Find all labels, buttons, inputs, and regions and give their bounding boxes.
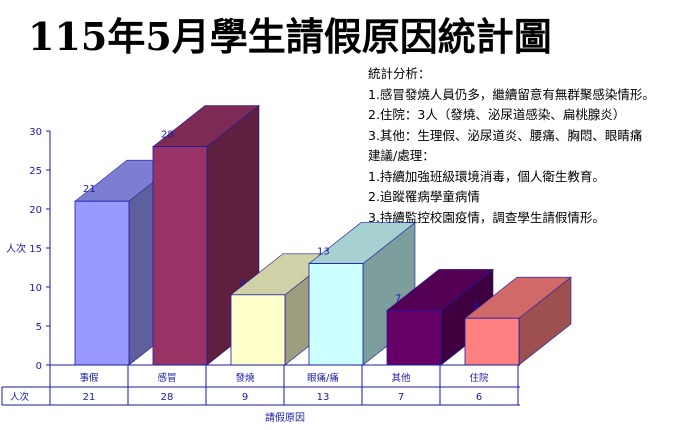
y-tick-label: 20 (29, 205, 42, 216)
x-axis-label: 請假原因 (265, 411, 305, 424)
bar (74, 200, 130, 366)
y-axis-label: 人次 (6, 242, 26, 255)
analysis-line: 3.其他：生理假、泌尿道炎、腰痛、胸悶、眼睛痛 (368, 127, 643, 143)
action-heading: 建議/處理： (368, 148, 435, 163)
x-tick-label: 眼痛/痛 (307, 372, 339, 384)
table-value: 9 (242, 392, 248, 403)
bar-value-label: 28 (161, 130, 174, 141)
bar-value-label: 13 (317, 247, 330, 258)
table-value: 6 (476, 392, 482, 403)
analysis-line: 1.感冒發燒人員仍多，繼續留意有無群聚感染情形。 (368, 86, 655, 102)
analysis-panel: 統計分析： 1.感冒發燒人員仍多，繼續留意有無群聚感染情形。 2.住院：3人（發… (368, 64, 698, 228)
y-tick-label: 25 (29, 166, 42, 177)
table-value: 7 (398, 392, 404, 403)
chart-title: 115年5月學生請假原因統計圖 (28, 14, 552, 59)
bar-value-label: 21 (83, 184, 96, 195)
bar (308, 263, 364, 366)
table-value: 13 (317, 392, 330, 403)
analysis-heading: 統計分析： (368, 66, 431, 81)
bar-value-label: 7 (395, 293, 401, 304)
table-row-label: 人次 (10, 391, 30, 403)
x-tick-label: 發燒 (235, 372, 255, 384)
bar (152, 146, 208, 366)
y-tick-label: 15 (29, 244, 42, 255)
bar-value-label: 9 (239, 278, 245, 289)
table-value: 21 (83, 392, 96, 403)
action-line: 2.追蹤罹病學童病情 (368, 189, 480, 204)
action-line: 1.持續加強班級環境消毒，個人衛生教育。 (368, 168, 605, 184)
y-tick-label: 10 (29, 283, 42, 294)
x-tick-label: 住院 (469, 372, 489, 384)
y-tick-label: 30 (29, 127, 42, 138)
y-tick-label: 0 (36, 361, 42, 372)
x-tick-label: 其他 (391, 372, 411, 384)
bar (386, 309, 442, 366)
analysis-line: 2.住院：3人（發燒、泌尿道感染、扁桃腺炎） (368, 107, 626, 122)
action-line: 3.持續監控校園疫情，調查學生請假情形。 (368, 209, 605, 225)
bar (464, 317, 520, 366)
bar (230, 294, 286, 366)
y-tick-label: 5 (36, 322, 42, 333)
table-value: 28 (161, 392, 174, 403)
x-tick-label: 事假 (79, 372, 99, 384)
x-tick-label: 感冒 (157, 372, 176, 384)
bar-value-label: 6 (473, 301, 479, 312)
